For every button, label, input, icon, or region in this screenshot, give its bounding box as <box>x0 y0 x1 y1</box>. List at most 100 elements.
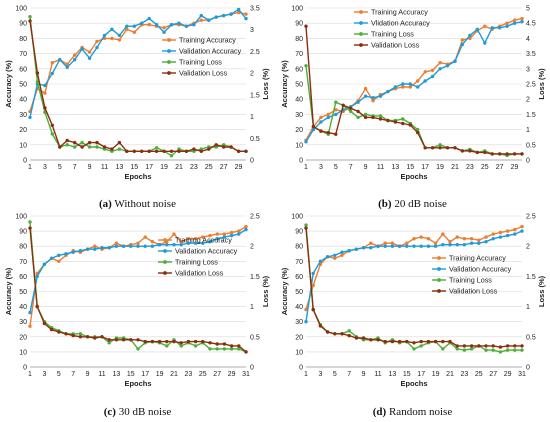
x-tick-label: 13 <box>115 164 123 171</box>
data-point-validation-accuracy <box>229 12 233 16</box>
data-point-training-accuracy <box>110 36 114 41</box>
data-point-validation-loss <box>236 149 241 153</box>
data-point-validation-loss <box>58 145 62 149</box>
y-tick-label: 10 <box>19 142 27 149</box>
data-point-validation-accuracy <box>140 21 144 25</box>
y-tick-label: 90 <box>19 229 27 236</box>
data-point-training-accuracy <box>319 115 323 120</box>
data-point-validation-loss <box>35 71 40 75</box>
data-point-validation-accuracy <box>136 244 140 248</box>
data-point-validation-loss <box>229 145 233 149</box>
data-point-validation-loss <box>179 341 183 345</box>
x-tick-label: 23 <box>466 164 474 171</box>
data-point-validation-loss <box>162 149 166 153</box>
y-tick-label: 100 <box>291 214 303 221</box>
data-point-validation-loss <box>462 344 467 348</box>
data-point-validation-accuracy <box>208 240 212 244</box>
data-point-training-loss <box>304 223 308 227</box>
data-point-validation-accuracy <box>177 21 181 25</box>
data-point-validation-loss <box>356 109 360 114</box>
x-tick-label: 21 <box>170 371 178 378</box>
data-point-training-accuracy <box>95 39 99 44</box>
x-axis-title: Epochs <box>124 172 151 181</box>
data-point-training-accuracy <box>222 232 227 236</box>
data-point-validation-accuracy <box>441 243 445 247</box>
data-point-validation-loss <box>416 130 420 135</box>
x-tick-label: 19 <box>160 164 168 171</box>
y-tick-label: 10 <box>19 349 27 356</box>
y-tick-label: 100 <box>15 6 27 13</box>
y2-tick-label: 2 <box>526 244 530 251</box>
data-point-validation-accuracy <box>179 243 183 247</box>
data-point-validation-loss <box>215 342 219 346</box>
data-point-validation-accuracy <box>393 85 398 89</box>
data-point-training-accuracy <box>43 91 47 95</box>
legend-marker-training-loss <box>167 60 171 64</box>
data-point-training-accuracy <box>405 241 409 245</box>
data-point-validation-accuracy <box>244 16 248 21</box>
data-point-validation-accuracy <box>236 7 241 12</box>
x-tick-label: 3 <box>319 164 323 171</box>
data-point-validation-loss <box>318 324 323 328</box>
data-point-validation-loss <box>184 149 189 153</box>
data-point-training-accuracy <box>430 68 435 73</box>
data-point-training-accuracy <box>340 253 344 257</box>
y2-axis-title: Loss (%) <box>261 68 270 100</box>
data-point-validation-accuracy <box>192 23 196 27</box>
y-axis-title: Accuracy (%) <box>280 60 289 108</box>
y-tick-label: 40 <box>19 97 27 104</box>
data-point-validation-accuracy <box>114 244 119 248</box>
data-point-validation-accuracy <box>477 241 481 245</box>
data-point-validation-accuracy <box>475 27 479 31</box>
data-point-training-accuracy <box>143 235 147 239</box>
data-point-validation-accuracy <box>498 26 502 30</box>
data-point-validation-loss <box>244 149 248 153</box>
y-tick-label: 70 <box>295 259 303 266</box>
data-point-training-accuracy <box>333 256 337 260</box>
caption-a: (a) Without noise <box>0 198 275 210</box>
data-point-validation-accuracy <box>512 21 517 25</box>
data-point-validation-accuracy <box>408 82 412 86</box>
caption-d-letter: (d) <box>372 406 387 418</box>
data-point-training-accuracy <box>136 241 140 245</box>
data-point-training-loss <box>505 348 510 352</box>
y2-tick-label: 0 <box>526 158 530 165</box>
data-point-training-accuracy <box>244 224 248 229</box>
x-tick-label: 19 <box>432 371 440 378</box>
y-tick-label: 10 <box>295 142 303 149</box>
caption-b-letter: (b) <box>378 198 392 210</box>
y-tick-label: 0 <box>299 365 303 372</box>
data-point-training-loss <box>154 146 159 150</box>
data-point-training-accuracy <box>433 241 438 245</box>
data-point-validation-loss <box>349 106 353 111</box>
data-point-training-accuracy <box>186 237 191 241</box>
x-tick-label: 1 <box>28 371 32 378</box>
data-point-validation-loss <box>102 145 107 149</box>
caption-c-letter: (c) <box>103 406 116 418</box>
legend-label-training-accuracy: Training Accuracy <box>179 36 236 45</box>
data-point-validation-accuracy <box>58 58 62 62</box>
y2-tick-label: 0 <box>250 365 254 372</box>
data-point-validation-accuracy <box>462 243 467 247</box>
data-point-validation-loss <box>401 121 405 126</box>
data-point-training-loss <box>165 344 169 348</box>
data-point-training-loss <box>356 115 360 120</box>
data-point-training-accuracy <box>125 27 129 31</box>
x-tick-label: 7 <box>73 164 77 171</box>
data-point-validation-loss <box>455 344 459 348</box>
data-point-validation-loss <box>334 132 338 136</box>
x-tick-label: 3 <box>42 371 46 378</box>
legend: Training Accuracy Validation Accuracy Trai… <box>158 236 238 278</box>
data-point-validation-loss <box>150 339 155 344</box>
data-point-training-loss <box>169 154 174 158</box>
data-point-training-loss <box>87 145 92 149</box>
data-point-validation-loss <box>121 338 126 342</box>
data-point-validation-loss <box>186 339 191 344</box>
data-point-validation-loss <box>35 304 39 309</box>
data-point-training-loss <box>208 347 212 351</box>
data-point-training-accuracy <box>73 53 77 57</box>
legend-label-validation-loss: Validation Loss <box>371 41 420 50</box>
data-point-validation-loss <box>354 336 359 340</box>
data-point-validation-accuracy <box>50 71 54 76</box>
data-point-validation-loss <box>117 140 122 145</box>
